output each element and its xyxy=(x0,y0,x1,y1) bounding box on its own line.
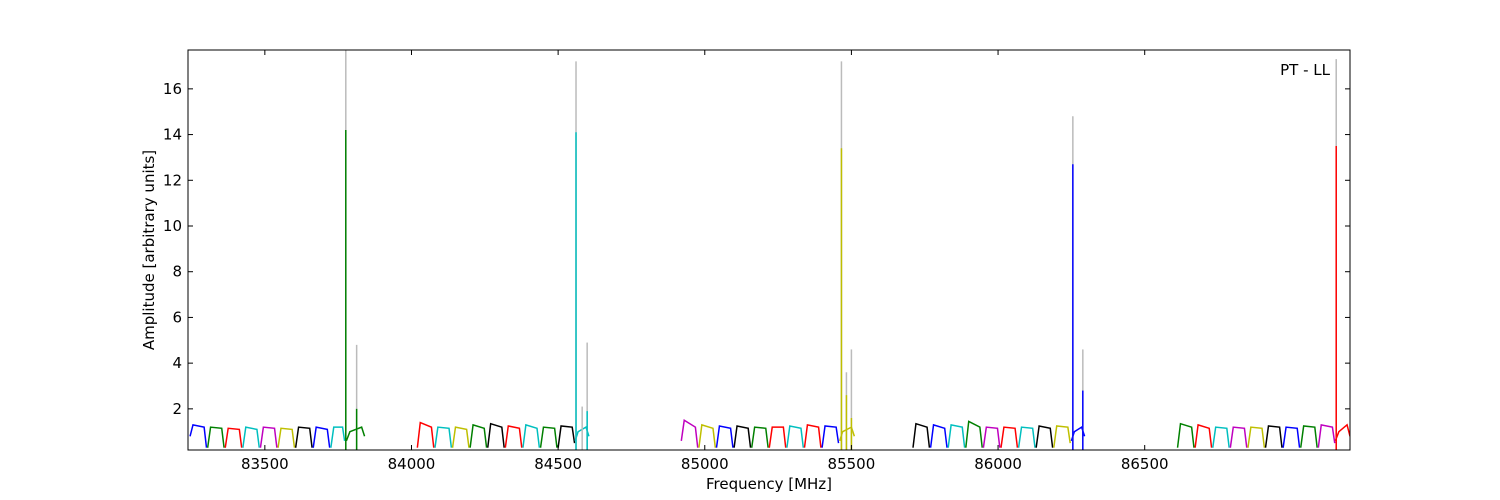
plot-area xyxy=(189,50,1350,450)
y-tick-label: 16 xyxy=(163,80,182,98)
window-line xyxy=(434,426,453,448)
window-line xyxy=(733,425,752,448)
window-line xyxy=(330,426,346,448)
window-line xyxy=(189,423,208,448)
window-line xyxy=(947,423,966,448)
window-line xyxy=(504,425,523,448)
y-tick-label: 10 xyxy=(163,217,182,235)
axes-frame xyxy=(187,49,1351,451)
x-tick-label: 85000 xyxy=(681,455,729,473)
window-line xyxy=(1282,426,1301,448)
window-line xyxy=(294,426,313,448)
x-tick-label: 84000 xyxy=(388,455,436,473)
window-line xyxy=(1194,423,1213,448)
window-line xyxy=(1000,426,1019,448)
window-line xyxy=(451,426,470,448)
window-line xyxy=(1053,425,1071,448)
window-line xyxy=(1017,426,1036,448)
window-line xyxy=(912,422,931,448)
window-line xyxy=(557,425,576,448)
y-tick-label: 4 xyxy=(172,354,182,372)
window-line xyxy=(1035,425,1054,448)
window-line xyxy=(224,427,243,448)
y-tick-label: 8 xyxy=(172,263,182,281)
x-tick-label: 86500 xyxy=(1121,455,1169,473)
window-line xyxy=(277,427,296,448)
window-line xyxy=(345,426,366,442)
window-line xyxy=(803,423,822,448)
x-axis-label: Frequency [MHz] xyxy=(706,475,832,493)
window-line xyxy=(1264,425,1283,448)
window-line xyxy=(1247,426,1266,448)
window-line xyxy=(486,422,505,448)
window-line xyxy=(750,426,769,448)
window-line xyxy=(680,419,699,448)
window-line xyxy=(469,423,488,448)
x-tick-label: 86000 xyxy=(974,455,1022,473)
y-tick-label: 2 xyxy=(172,400,182,418)
window-line xyxy=(522,423,541,448)
window-line xyxy=(206,426,225,448)
window-line xyxy=(698,423,717,448)
window-line xyxy=(416,421,435,448)
window-line xyxy=(1334,423,1350,442)
y-tick-label: 12 xyxy=(163,171,182,189)
window-line xyxy=(1317,423,1336,448)
window-line xyxy=(965,420,983,448)
window-line xyxy=(982,426,1001,448)
window-line xyxy=(768,426,787,448)
window-line xyxy=(786,425,805,448)
window-line xyxy=(929,423,948,448)
annotation: PT - LL xyxy=(1280,61,1331,79)
window-line xyxy=(259,426,278,448)
window-line xyxy=(1211,426,1230,448)
window-line xyxy=(242,426,261,448)
window-line xyxy=(821,425,840,448)
window-line xyxy=(1176,422,1195,448)
x-tick-label: 85500 xyxy=(828,455,876,473)
x-tick-label: 83500 xyxy=(241,455,289,473)
y-tick-label: 6 xyxy=(172,308,182,326)
window-line xyxy=(312,426,331,448)
window-line xyxy=(715,425,734,448)
window-line xyxy=(1229,426,1248,448)
window-line xyxy=(539,426,558,448)
x-tick-label: 84500 xyxy=(534,455,582,473)
y-tick-label: 14 xyxy=(163,126,182,144)
window-line xyxy=(1299,425,1318,448)
y-axis-label: Amplitude [arbitrary units] xyxy=(140,150,158,350)
